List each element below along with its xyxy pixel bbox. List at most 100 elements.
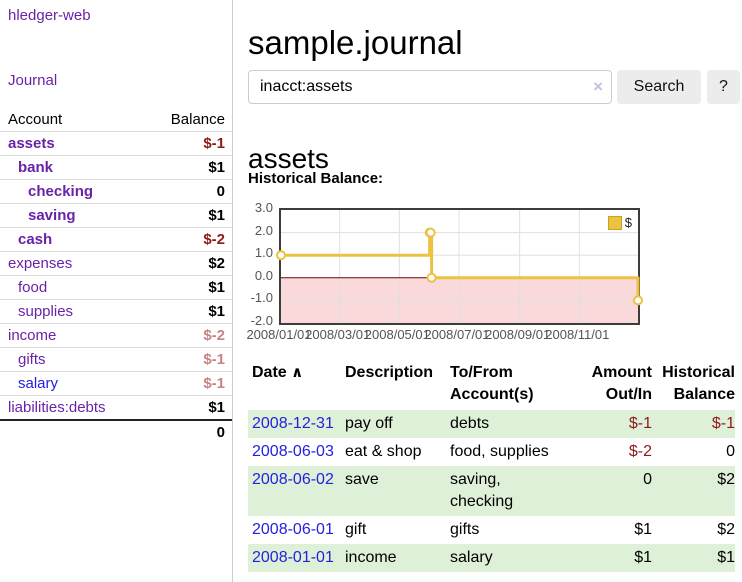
y-axis-tick-label: 1.0 bbox=[254, 245, 273, 261]
accounts-rows: assets $-1 bank $1 checking 0 saving $1 cash $-2 e… bbox=[0, 131, 232, 419]
balance-cell: $2 bbox=[717, 521, 735, 538]
column-header-balance: Historical Balance bbox=[662, 364, 735, 403]
column-header-accounts: To/From Account(s) bbox=[450, 364, 534, 403]
y-axis-tick-label: 2.0 bbox=[254, 222, 273, 238]
account-row: gifts $-1 bbox=[0, 347, 232, 371]
account-row: expenses $2 bbox=[0, 251, 232, 275]
account-link-food[interactable]: food bbox=[18, 279, 48, 296]
brand-link[interactable]: hledger-web bbox=[8, 7, 91, 24]
account-row: saving $1 bbox=[0, 203, 232, 227]
account-balance: $1 bbox=[208, 279, 225, 296]
search-input[interactable] bbox=[248, 70, 612, 104]
description-cell: save bbox=[345, 471, 379, 488]
x-axis-tick-label: 2008/05/01 bbox=[364, 327, 430, 342]
accounts-total-row: 0 bbox=[0, 419, 232, 444]
amount-cell: $-1 bbox=[628, 415, 652, 432]
x-axis-tick-label: 2008/01/01 bbox=[246, 327, 312, 342]
accounts-tree: Account Balance assets $-1 bank $1 checking 0… bbox=[0, 108, 232, 444]
account-balance: $-1 bbox=[203, 375, 225, 392]
legend-swatch-icon bbox=[607, 215, 622, 230]
account-link-saving[interactable]: saving bbox=[28, 207, 76, 224]
account-balance: $-1 bbox=[203, 135, 225, 152]
accounts-header-account: Account bbox=[8, 111, 63, 128]
accounts-cell: salary bbox=[450, 549, 493, 566]
accounts-total-value: 0 bbox=[216, 424, 225, 441]
account-link-supplies[interactable]: supplies bbox=[18, 303, 74, 320]
accounts-cell: saving, checking bbox=[450, 471, 514, 510]
chart-legend: $ bbox=[605, 214, 634, 231]
x-axis-tick-label: 2008/11/01 bbox=[545, 327, 610, 342]
table-row: 2008-06-01 gift gifts $1 $2 bbox=[248, 516, 735, 544]
sort-ascending-icon: ∧ bbox=[291, 364, 304, 381]
account-link-expenses[interactable]: expenses bbox=[8, 255, 73, 272]
x-axis-tick-label: 2008/07/01 bbox=[424, 327, 490, 342]
column-header-description: Description bbox=[345, 364, 434, 381]
account-row: cash $-2 bbox=[0, 227, 232, 251]
help-button[interactable]: ? bbox=[707, 70, 740, 104]
date-header-label: Date bbox=[252, 364, 287, 381]
accounts-cell: gifts bbox=[450, 521, 480, 538]
register-table: Date ∧ Description To/From Account(s) Am… bbox=[248, 358, 735, 572]
account-balance: $1 bbox=[208, 159, 225, 176]
description-cell: income bbox=[345, 549, 397, 566]
x-axis-tick-label: 2008/03/01 bbox=[305, 327, 371, 342]
account-balance: $-2 bbox=[203, 231, 225, 248]
account-heading: assets bbox=[248, 143, 329, 175]
date-link[interactable]: 2008-06-03 bbox=[252, 443, 334, 460]
balance-cell: $-1 bbox=[711, 415, 735, 432]
account-link-cash[interactable]: cash bbox=[18, 231, 53, 248]
account-row: checking 0 bbox=[0, 179, 232, 203]
account-row: food $1 bbox=[0, 275, 232, 299]
description-cell: eat & shop bbox=[345, 443, 422, 460]
search-button[interactable]: Search bbox=[617, 70, 701, 104]
column-header-amount: Amount Out/In bbox=[591, 364, 652, 403]
search-box: × bbox=[248, 70, 612, 104]
sidebar: hledger-web Journal Account Balance asse… bbox=[0, 0, 233, 582]
amount-cell: $1 bbox=[634, 521, 652, 538]
account-link-bank[interactable]: bank bbox=[18, 159, 54, 176]
account-balance: $-2 bbox=[203, 327, 225, 344]
clear-search-icon[interactable]: × bbox=[593, 77, 603, 96]
account-link-income[interactable]: income bbox=[8, 327, 57, 344]
amount-cell: 0 bbox=[643, 471, 652, 488]
account-link-gifts[interactable]: gifts bbox=[18, 351, 46, 368]
data-point-marker bbox=[425, 227, 436, 238]
account-link-checking[interactable]: checking bbox=[28, 183, 94, 200]
account-balance: $1 bbox=[208, 303, 225, 320]
date-link[interactable]: 2008-06-01 bbox=[252, 521, 334, 538]
legend-label: $ bbox=[624, 215, 632, 230]
date-link[interactable]: 2008-01-01 bbox=[252, 549, 334, 566]
description-cell: gift bbox=[345, 521, 367, 538]
amount-cell: $1 bbox=[634, 549, 652, 566]
table-row: 2008-06-03 eat & shop food, supplies $-2 0 bbox=[248, 438, 735, 466]
account-row: bank $1 bbox=[0, 155, 232, 179]
account-link-liabilities-debts[interactable]: liabilities:debts bbox=[8, 399, 106, 416]
account-balance: 0 bbox=[216, 183, 225, 200]
description-cell: pay off bbox=[345, 415, 393, 432]
data-point-marker bbox=[426, 272, 437, 283]
register-header-row: Date ∧ Description To/From Account(s) Am… bbox=[248, 358, 735, 410]
page-title: sample.journal bbox=[248, 24, 463, 62]
chart-title: Historical Balance: bbox=[248, 170, 384, 187]
balance-cell: 0 bbox=[726, 443, 735, 460]
column-header-date[interactable]: Date ∧ bbox=[248, 358, 345, 410]
y-axis-tick-label: 0.0 bbox=[254, 267, 273, 283]
account-link-assets[interactable]: assets bbox=[8, 135, 55, 152]
account-link-salary[interactable]: salary bbox=[18, 375, 59, 392]
sidebar-item-journal[interactable]: Journal bbox=[8, 72, 58, 89]
accounts-cell: food, supplies bbox=[450, 443, 549, 460]
accounts-header: Account Balance bbox=[0, 108, 232, 131]
account-row: income $-2 bbox=[0, 323, 232, 347]
y-axis-tick-label: 3.0 bbox=[254, 200, 273, 215]
account-balance: $1 bbox=[208, 399, 225, 416]
account-row: supplies $1 bbox=[0, 299, 232, 323]
date-link[interactable]: 2008-06-02 bbox=[252, 471, 334, 488]
account-row: salary $-1 bbox=[0, 371, 232, 395]
chart-plot-area[interactable]: $ bbox=[276, 208, 643, 325]
date-link[interactable]: 2008-12-31 bbox=[252, 415, 334, 432]
balance-cell: $2 bbox=[717, 471, 735, 488]
historical-balance-chart: $ 3.0 2.0 1.0 0.0 -1.0 -2.0 2008/01/01 2008/03/… bbox=[246, 200, 728, 350]
accounts-header-balance: Balance bbox=[170, 111, 225, 128]
table-row: 2008-12-31 pay off debts $-1 $-1 bbox=[248, 410, 735, 438]
account-balance: $1 bbox=[208, 207, 225, 224]
